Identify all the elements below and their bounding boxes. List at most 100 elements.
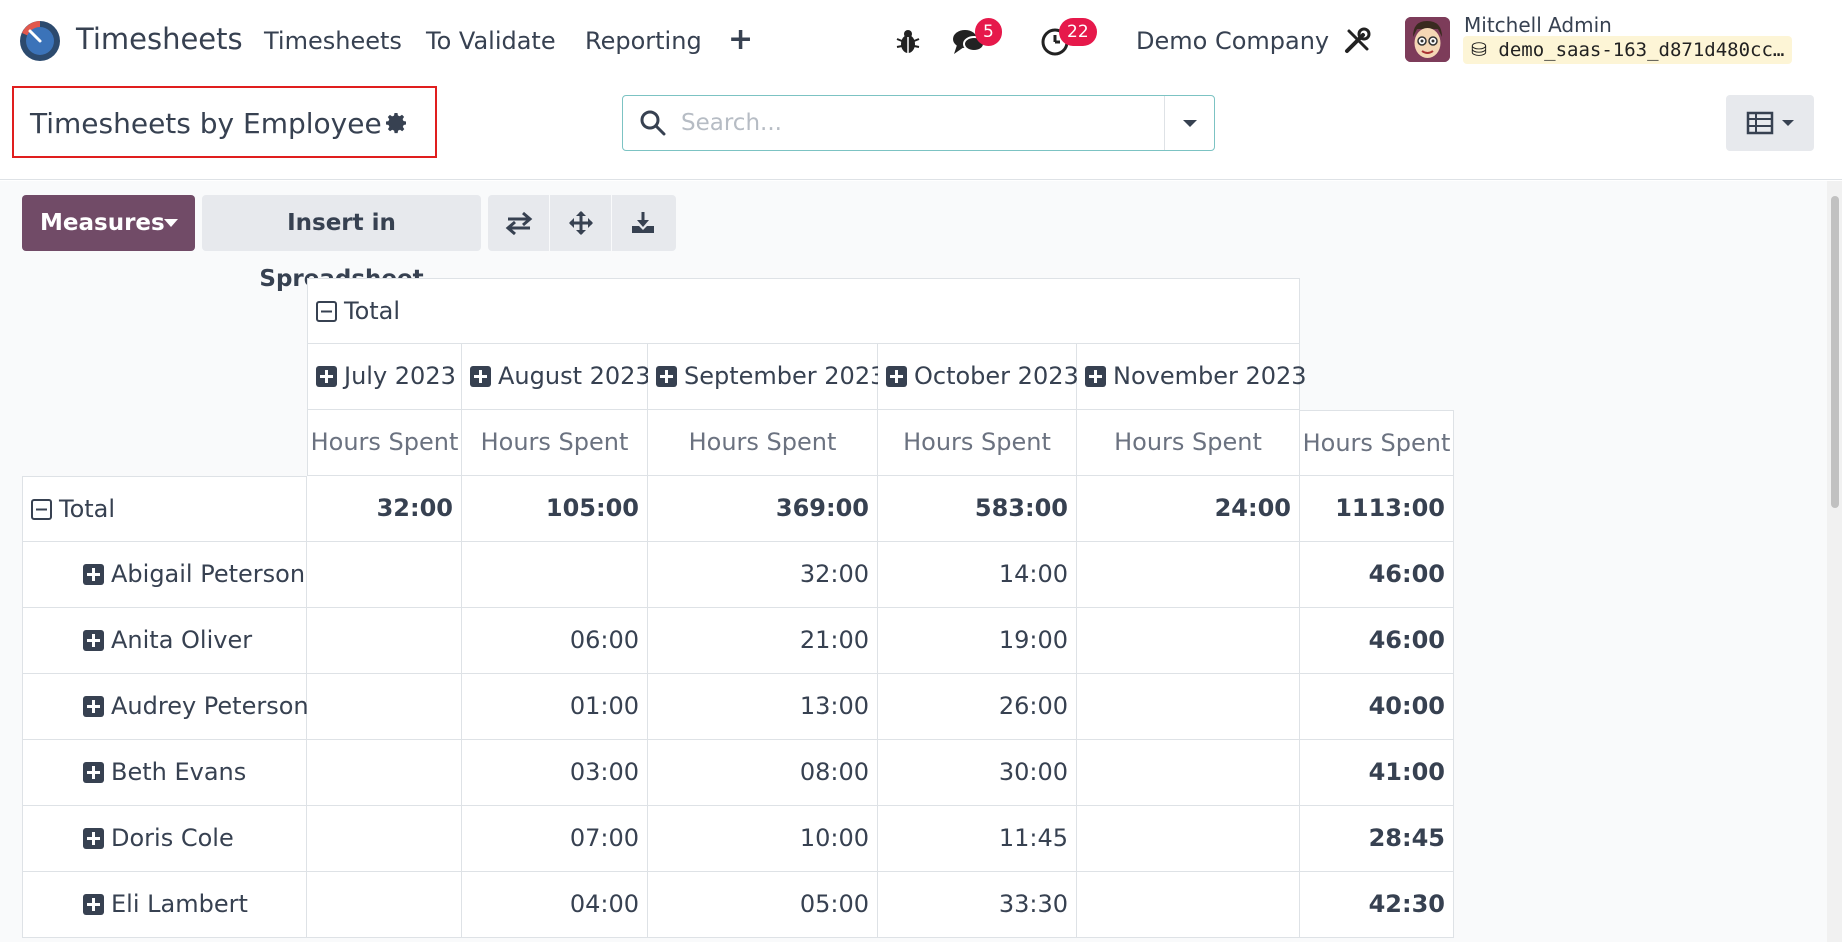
- row-header-employee[interactable]: Anita Oliver: [22, 608, 307, 674]
- download-icon: [632, 212, 654, 233]
- employee-name: Eli Lambert: [111, 890, 248, 918]
- grand-total-cell[interactable]: 1113:00: [1300, 476, 1454, 542]
- timesheets-app-icon[interactable]: [18, 19, 62, 63]
- value-cell[interactable]: 11:45: [878, 806, 1077, 872]
- value-cell[interactable]: [1077, 872, 1300, 938]
- value-cell[interactable]: [1077, 740, 1300, 806]
- value-cell[interactable]: 33:30: [878, 872, 1077, 938]
- total-cell[interactable]: 24:00: [1077, 476, 1300, 542]
- row-header-employee[interactable]: Audrey Peterson: [22, 674, 309, 740]
- messages-count-badge: 5: [975, 18, 1002, 46]
- bug-icon[interactable]: [893, 26, 923, 58]
- value-cell[interactable]: [1077, 806, 1300, 872]
- col-header-month[interactable]: July 2023: [307, 344, 462, 410]
- activities-count-badge: 22: [1059, 18, 1097, 46]
- employee-name: Beth Evans: [111, 758, 247, 786]
- value-cell[interactable]: [462, 542, 648, 608]
- col-header-total[interactable]: Total: [307, 278, 1300, 344]
- total-cell[interactable]: 583:00: [878, 476, 1077, 542]
- row-header-employee[interactable]: Eli Lambert: [22, 872, 307, 938]
- menu-to-validate[interactable]: To Validate: [426, 27, 556, 55]
- value-cell[interactable]: [307, 674, 462, 740]
- row-header-employee[interactable]: Doris Cole: [22, 806, 307, 872]
- measure-header[interactable]: Hours Spent: [1077, 410, 1300, 476]
- vertical-scrollbar[interactable]: [1827, 181, 1842, 942]
- measure-header[interactable]: Hours Spent: [1300, 410, 1454, 476]
- value-cell[interactable]: 08:00: [648, 740, 878, 806]
- expand-plus-icon: [470, 366, 491, 387]
- value-cell[interactable]: [1077, 542, 1300, 608]
- menu-timesheets[interactable]: Timesheets: [264, 27, 402, 55]
- row-total-cell[interactable]: 46:00: [1300, 542, 1454, 608]
- menu-reporting[interactable]: Reporting: [585, 27, 702, 55]
- total-cell[interactable]: 369:00: [648, 476, 878, 542]
- value-cell[interactable]: 10:00: [648, 806, 878, 872]
- col-header-total-label: Total: [344, 297, 401, 325]
- value-cell[interactable]: [307, 872, 462, 938]
- row-total-cell[interactable]: 46:00: [1300, 608, 1454, 674]
- control-panel: Timesheets by Employee: [0, 80, 1842, 180]
- row-header-employee[interactable]: Abigail Peterson: [22, 542, 307, 608]
- value-cell[interactable]: 30:00: [878, 740, 1077, 806]
- tools-icon[interactable]: [1343, 27, 1371, 55]
- col-header-month[interactable]: September 2023: [648, 344, 885, 410]
- measure-header[interactable]: Hours Spent: [307, 410, 462, 476]
- gear-icon[interactable]: [385, 111, 409, 135]
- value-cell[interactable]: [307, 740, 462, 806]
- value-cell[interactable]: 03:00: [462, 740, 648, 806]
- value-cell[interactable]: [307, 542, 462, 608]
- user-avatar[interactable]: [1405, 17, 1450, 62]
- row-total-cell[interactable]: 41:00: [1300, 740, 1454, 806]
- col-header-month[interactable]: August 2023: [462, 344, 651, 410]
- value-cell[interactable]: 13:00: [648, 674, 878, 740]
- insert-in-spreadsheet-button[interactable]: Insert in Spreadsheet: [202, 195, 481, 292]
- flip-axis-button[interactable]: [488, 195, 550, 251]
- measure-header[interactable]: Hours Spent: [878, 410, 1077, 476]
- value-cell[interactable]: 06:00: [462, 608, 648, 674]
- pivot-table-icon: [1746, 111, 1794, 135]
- app-name[interactable]: Timesheets: [76, 22, 243, 56]
- month-label: October 2023: [914, 362, 1079, 390]
- value-cell[interactable]: 07:00: [462, 806, 648, 872]
- top-navbar: Timesheets Timesheets To Validate Report…: [0, 0, 1842, 80]
- value-cell[interactable]: [307, 806, 462, 872]
- value-cell[interactable]: 19:00: [878, 608, 1077, 674]
- row-total-cell[interactable]: 42:30: [1300, 872, 1454, 938]
- expand-all-button[interactable]: [550, 195, 612, 251]
- month-label: August 2023: [498, 362, 651, 390]
- employee-name: Audrey Peterson: [111, 692, 309, 720]
- value-cell[interactable]: 21:00: [648, 608, 878, 674]
- value-cell[interactable]: 14:00: [878, 542, 1077, 608]
- row-total-cell[interactable]: 40:00: [1300, 674, 1454, 740]
- database-name: ⛁ demo_saas-163_d871d480cc…: [1463, 36, 1793, 64]
- row-header-employee[interactable]: Beth Evans: [22, 740, 307, 806]
- user-name[interactable]: Mitchell Admin: [1464, 13, 1612, 37]
- month-label: July 2023: [344, 362, 456, 390]
- total-cell[interactable]: 105:00: [462, 476, 648, 542]
- value-cell[interactable]: 05:00: [648, 872, 878, 938]
- total-cell[interactable]: 32:00: [307, 476, 462, 542]
- expand-plus-icon: [316, 366, 337, 387]
- value-cell[interactable]: 01:00: [462, 674, 648, 740]
- col-header-month[interactable]: November 2023: [1077, 344, 1307, 410]
- search-input[interactable]: [681, 106, 1171, 140]
- value-cell[interactable]: 32:00: [648, 542, 878, 608]
- scrollbar-thumb[interactable]: [1831, 196, 1839, 508]
- measures-button[interactable]: Measures: [22, 195, 195, 251]
- measure-header[interactable]: Hours Spent: [648, 410, 878, 476]
- download-button[interactable]: [612, 195, 674, 251]
- row-header-total[interactable]: Total: [22, 476, 307, 542]
- company-switcher[interactable]: Demo Company: [1136, 27, 1330, 55]
- search-options-toggle[interactable]: [1164, 96, 1214, 150]
- expand-plus-icon: [83, 564, 104, 585]
- value-cell[interactable]: 04:00: [462, 872, 648, 938]
- view-switcher-button[interactable]: [1726, 95, 1814, 151]
- row-total-cell[interactable]: 28:45: [1300, 806, 1454, 872]
- measure-header[interactable]: Hours Spent: [462, 410, 648, 476]
- value-cell[interactable]: [1077, 608, 1300, 674]
- value-cell[interactable]: 26:00: [878, 674, 1077, 740]
- new-menu-plus-icon[interactable]: +: [728, 22, 754, 57]
- value-cell[interactable]: [307, 608, 462, 674]
- value-cell[interactable]: [1077, 674, 1300, 740]
- col-header-month[interactable]: October 2023: [878, 344, 1079, 410]
